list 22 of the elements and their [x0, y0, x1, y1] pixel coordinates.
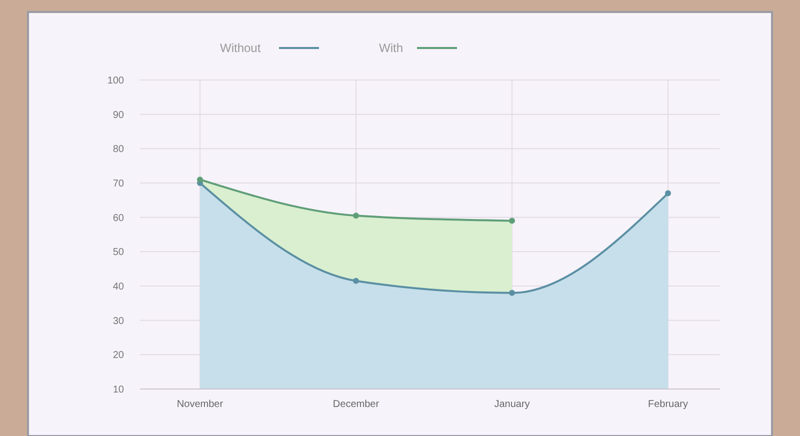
- point: [353, 278, 359, 284]
- y-tick-label: 10: [112, 384, 124, 396]
- y-tick-label: 80: [112, 144, 124, 156]
- x-tick-label: November: [176, 399, 224, 410]
- y-tick-label: 20: [112, 350, 124, 362]
- point: [665, 190, 671, 196]
- point: [353, 212, 359, 219]
- point: [509, 218, 515, 224]
- x-tick-label: February: [648, 399, 688, 410]
- point: [197, 176, 203, 183]
- y-tick-label: 100: [107, 76, 124, 86]
- y-tick-label: 70: [112, 178, 124, 190]
- point: [509, 290, 515, 296]
- legend-label: Without: [220, 41, 262, 56]
- y-tick-label: 30: [112, 316, 124, 327]
- y-tick-label: 50: [112, 247, 124, 258]
- y-tick-label: 90: [112, 110, 124, 121]
- y-tick-label: 40: [112, 282, 124, 292]
- x-tick-label: January: [494, 399, 530, 410]
- x-tick-label: December: [332, 399, 380, 410]
- legend-label: With: [379, 41, 403, 56]
- y-tick-label: 60: [112, 212, 124, 224]
